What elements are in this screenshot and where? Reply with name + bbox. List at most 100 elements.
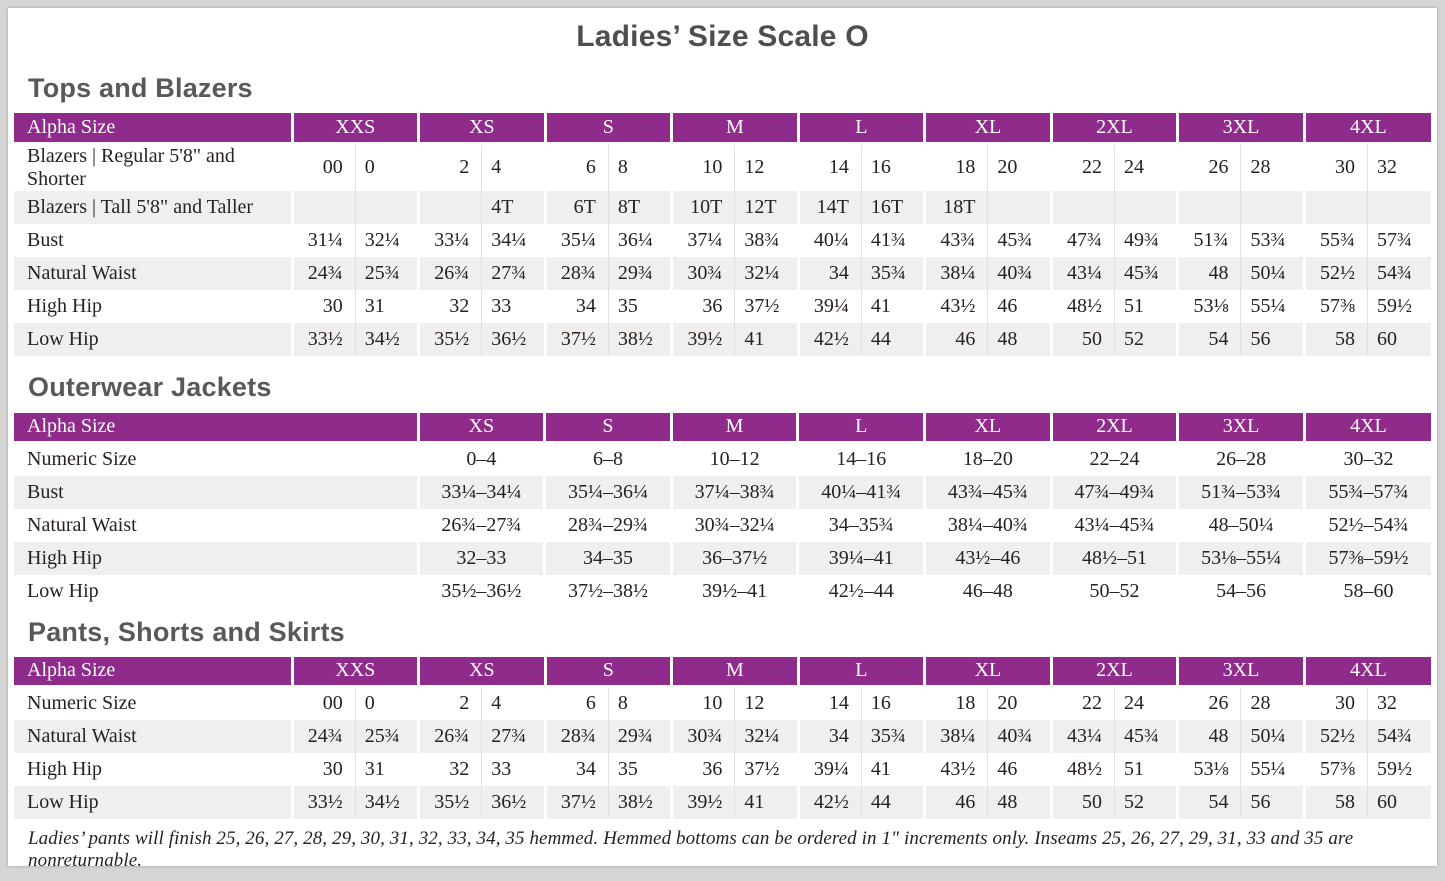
section-outerwear-jackets: Outerwear Jackets Alpha Size XS S M L XL 2XL 3X… — [8, 372, 1437, 608]
outerwear-jackets-table: Alpha Size XS S M L XL 2XL 3XL 4XL Numeric Size 0–… — [14, 412, 1431, 608]
table-row: Natural Waist 24¾ 25¾ 26¾ 27¾ 28¾ 29¾ 30¾ 32¼ 34 3… — [14, 719, 1431, 753]
size-cell: 53⅛ — [1176, 289, 1241, 323]
table-row: High Hip 32–33 34–35 36–37½ 39¼–41 43½–46 48½–… — [14, 541, 1431, 575]
footnote: Ladies’ pants will finish 25, 26, 27, 28… — [28, 827, 1354, 871]
size-cell: 30 — [290, 752, 356, 786]
size-cell: 20 — [987, 686, 1052, 720]
size-cell: 43¾ — [923, 223, 988, 257]
size-cell: 18T — [923, 190, 988, 224]
size-cell: 14 — [796, 143, 862, 191]
size-cell: 54¾ — [1367, 256, 1431, 290]
size-cell: 2 — [417, 686, 482, 720]
size-cell: 34 — [543, 289, 609, 323]
row-label: Natural Waist — [14, 508, 418, 542]
size-cell: 33¼–34¼ — [416, 475, 545, 509]
size-column-header-s: S — [543, 412, 672, 444]
size-cell: 58 — [1302, 322, 1368, 356]
size-cell: 10T — [670, 190, 735, 224]
size-cell: 45¾ — [1113, 256, 1178, 290]
size-cell: 39¼–41 — [796, 541, 925, 575]
size-cell: 26¾–27¾ — [416, 508, 545, 542]
size-cell: 34¼ — [481, 223, 546, 257]
row-label: Numeric Size — [14, 686, 292, 720]
table-row: Numeric Size 00 0 2 4 6 8 10 12 14 16 18 20 22 24 26 28 3… — [14, 686, 1431, 720]
alpha-size-header: Alpha Size — [14, 113, 292, 145]
size-cell: 55¼ — [1240, 289, 1305, 323]
table-row: Low Hip 33½ 34½ 35½ 36½ 37½ 38½ 39½ 41 42½ 44 46 48 5… — [14, 322, 1431, 356]
size-cell: 37½ — [543, 322, 609, 356]
size-cell: 12 — [734, 686, 799, 720]
size-cell: 18 — [923, 686, 988, 720]
size-cell: 38½ — [607, 322, 672, 356]
size-cell: 14–16 — [796, 442, 925, 476]
size-cell: 6T — [543, 190, 609, 224]
size-cell: 58 — [1302, 785, 1368, 819]
size-cell: 33¼ — [417, 223, 482, 257]
size-cell: 33 — [481, 752, 546, 786]
size-cell: 33 — [481, 289, 546, 323]
size-cell: 36¼ — [607, 223, 672, 257]
size-cell: 31¼ — [290, 223, 356, 257]
size-cell: 34 — [796, 256, 862, 290]
row-label: Blazers | Tall 5'8" and Taller — [14, 190, 292, 224]
size-cell: 43¼ — [1049, 719, 1115, 753]
size-cell: 52½ — [1302, 256, 1368, 290]
size-column-header-3xl: 3XL — [1176, 412, 1305, 444]
size-cell: 35 — [607, 289, 672, 323]
size-cell: 50¼ — [1240, 719, 1305, 753]
document-page: Ladies’ Size Scale O Tops and Blazers Al… — [8, 8, 1437, 871]
size-cell: 36 — [670, 289, 735, 323]
size-cell: 41 — [734, 785, 799, 819]
section-tops-and-blazers: Tops and Blazers Alpha Size XXS XS S M L XL 2XL… — [8, 73, 1437, 356]
size-cell: 43¼–45¾ — [1049, 508, 1178, 542]
size-cell — [987, 190, 1052, 224]
size-cell: 32 — [1367, 686, 1431, 720]
size-cell: 44 — [860, 785, 925, 819]
row-label: Low Hip — [14, 322, 292, 356]
row-label: High Hip — [14, 541, 418, 575]
size-column-header-xxs: XXS — [290, 113, 419, 145]
size-cell: 52½–54¾ — [1302, 508, 1431, 542]
size-cell: 39¼ — [796, 289, 862, 323]
size-cell: 50 — [1049, 785, 1115, 819]
size-cell: 48½ — [1049, 752, 1115, 786]
size-cell: 48–50¼ — [1176, 508, 1305, 542]
size-cell: 46 — [923, 785, 988, 819]
size-cell: 4 — [481, 143, 546, 191]
size-cell: 40¼ — [796, 223, 862, 257]
size-cell: 36–37½ — [669, 541, 798, 575]
size-cell: 30¾ — [670, 256, 735, 290]
size-cell: 47¾–49¾ — [1049, 475, 1178, 509]
section-title-pants-shorts-skirts: Pants, Shorts and Skirts — [28, 616, 345, 647]
size-cell: 28 — [1240, 686, 1305, 720]
size-cell: 45¾ — [987, 223, 1052, 257]
size-cell: 41¾ — [860, 223, 925, 257]
size-cell: 30 — [1302, 143, 1368, 191]
alpha-size-header: Alpha Size — [14, 656, 292, 688]
size-cell: 57⅜ — [1302, 752, 1368, 786]
size-column-header-xxs: XXS — [290, 656, 419, 688]
size-cell: 48½–51 — [1049, 541, 1178, 575]
size-cell: 57⅜–59½ — [1302, 541, 1431, 575]
size-cell: 12 — [734, 143, 799, 191]
size-cell: 57⅜ — [1302, 289, 1368, 323]
size-column-header-4xl: 4XL — [1302, 412, 1431, 444]
size-cell: 34½ — [354, 785, 419, 819]
size-cell: 32 — [417, 752, 482, 786]
size-column-header-m: M — [670, 656, 799, 688]
size-cell: 26¾ — [417, 719, 482, 753]
size-cell: 24¾ — [290, 719, 356, 753]
table-row: Numeric Size 0–4 6–8 10–12 14–16 18–20 22–24 26… — [14, 442, 1431, 476]
size-cell — [1113, 190, 1178, 224]
size-cell: 40¾ — [987, 719, 1052, 753]
size-cell — [1176, 190, 1241, 224]
size-cell — [417, 190, 482, 224]
size-cell: 52 — [1113, 785, 1178, 819]
size-cell: 41 — [734, 322, 799, 356]
size-cell: 35¾ — [860, 256, 925, 290]
size-cell: 34 — [543, 752, 609, 786]
size-cell: 36 — [670, 752, 735, 786]
size-cell: 27¾ — [481, 256, 546, 290]
size-cell: 48 — [1176, 719, 1241, 753]
size-column-header-4xl: 4XL — [1302, 113, 1431, 145]
